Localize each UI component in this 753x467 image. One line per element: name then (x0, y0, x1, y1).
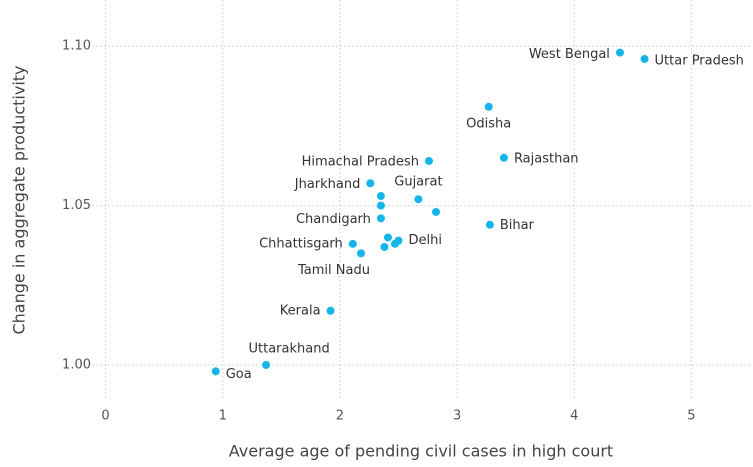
point (424, 156, 433, 165)
point-label: Goa (226, 367, 252, 382)
y-tick-label: 1.10 (62, 39, 91, 54)
x-tick-label: 5 (687, 409, 695, 424)
x-tick-label: 1 (219, 409, 227, 424)
point-label: Uttar Pradesh (655, 53, 744, 68)
point (383, 233, 392, 242)
point-label: Jharkhand (294, 177, 361, 192)
y-tick-label: 1.05 (62, 198, 91, 213)
point-label: Bihar (500, 218, 535, 233)
x-tick-label: 3 (453, 409, 461, 424)
point (376, 201, 385, 210)
point-label: Chandigarh (296, 212, 371, 227)
x-tick-label: 0 (101, 409, 109, 424)
x-tick-label: 2 (336, 409, 344, 424)
point (211, 367, 220, 376)
point (390, 239, 399, 248)
point-label: Gujarat (394, 175, 442, 190)
point (431, 207, 440, 216)
point-label: Uttarakhand (248, 341, 329, 356)
y-tick-label: 1.00 (62, 357, 91, 372)
point-label: West Bengal (529, 47, 610, 62)
point-label: Himachal Pradesh (302, 154, 419, 169)
point (357, 249, 366, 258)
point-label: Tamil Nadu (297, 263, 370, 278)
point (376, 214, 385, 223)
point (326, 306, 335, 315)
y-axis-label: Change in aggregate productivity (10, 65, 29, 334)
point (414, 195, 423, 204)
point-label: Rajasthan (514, 151, 579, 166)
x-tick-label: 4 (570, 409, 578, 424)
point-label: Chhattisgarh (259, 236, 343, 251)
point (484, 102, 493, 111)
point (640, 54, 649, 63)
point (485, 220, 494, 229)
point (376, 192, 385, 201)
point-label: Delhi (408, 233, 441, 248)
point-label: Kerala (280, 303, 321, 318)
point-label: Odisha (466, 116, 511, 131)
point (366, 179, 375, 188)
point (262, 360, 271, 369)
x-axis-label: Average age of pending civil cases in hi… (229, 442, 613, 461)
point (380, 243, 389, 252)
point (499, 153, 508, 162)
point (348, 239, 357, 248)
point (615, 48, 624, 57)
